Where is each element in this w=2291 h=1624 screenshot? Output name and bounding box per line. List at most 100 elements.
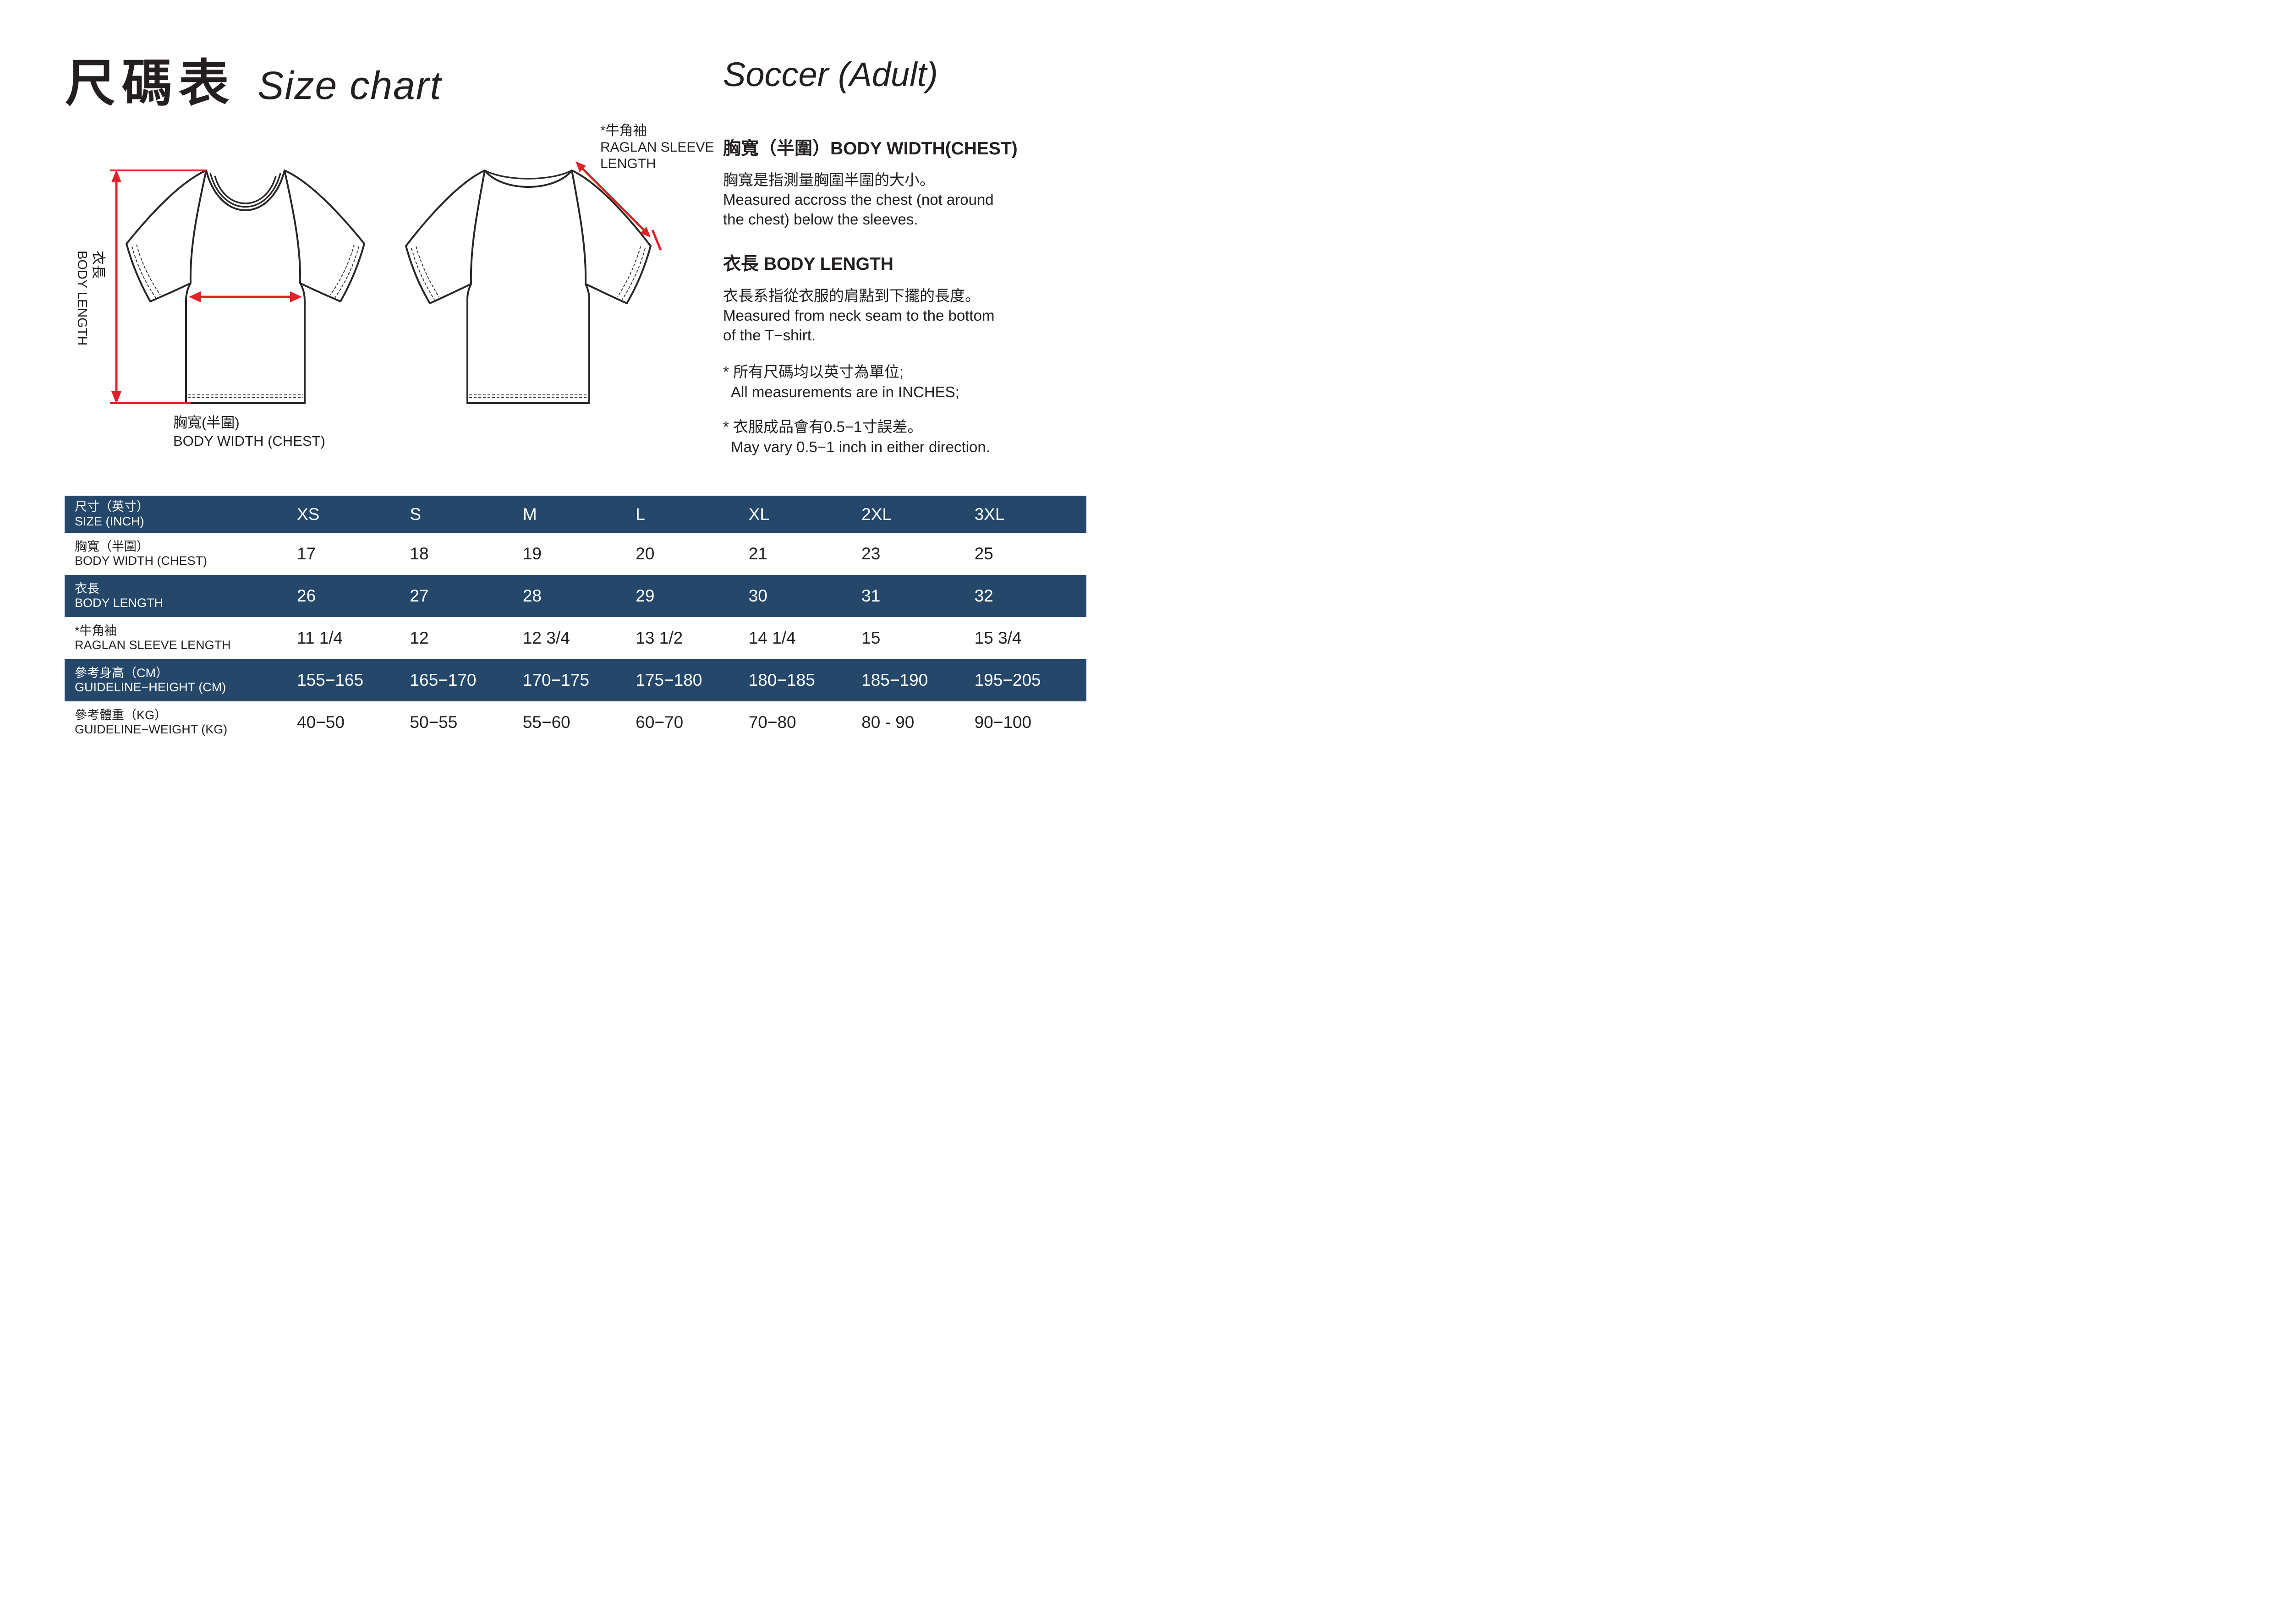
cell-value: 31: [861, 586, 881, 605]
back-stitch-lines: [411, 246, 646, 398]
header-label-zh: 尺寸（英寸）: [75, 500, 149, 514]
cell-value: 175−180: [636, 671, 702, 689]
cell-value: 12 3/4: [522, 629, 570, 647]
cell-value: 155−165: [297, 671, 364, 689]
back-raglan-seams: [470, 170, 587, 284]
size-table: 尺寸（英寸） SIZE (INCH) XS S M L XL 2XL 3XL 胸…: [65, 496, 1086, 744]
row-label-en: RAGLAN SLEEVE LENGTH: [75, 638, 231, 652]
cell-value: 21: [748, 544, 767, 563]
cell-value: 20: [636, 544, 655, 563]
cell-value: 12: [410, 629, 429, 647]
header-label: 尺寸（英寸） SIZE (INCH): [65, 500, 296, 528]
cell-value: 11 1/4: [297, 629, 343, 647]
row-label-en: GUIDELINE−WEIGHT (KG): [75, 722, 228, 736]
body-length-desc-en2: of the T−shirt.: [723, 326, 816, 344]
front-shirt-diagram: [110, 170, 365, 404]
note-variance-en: May vary 0.5−1 inch in either direction.: [731, 438, 990, 455]
section-heading-body-width: 胸寬（半圍）BODY WIDTH(CHEST): [723, 139, 1018, 159]
chest-width-label: 胸寬(半圍) BODY WIDTH (CHEST): [173, 414, 325, 451]
note-variance: * 衣服成品會有0.5−1寸誤差。 May vary 0.5−1 inch in…: [723, 417, 1150, 457]
raglan-sleeve-label: *牛角袖 RAGLAN SLEEVE LENGTH: [600, 123, 714, 172]
note-inches-en: All measurements are in INCHES;: [731, 383, 959, 400]
section-heading-body-length: 衣長 BODY LENGTH: [723, 254, 893, 274]
size-col-m: M: [522, 504, 537, 524]
row-label-zh: 參考體重（KG）: [75, 708, 167, 722]
chest-width-arrow: [189, 291, 302, 302]
cell-value: 15: [861, 629, 881, 647]
cell-value: 170−175: [522, 671, 589, 689]
table-row-guideline-weight: 參考體重（KG） GUIDELINE−WEIGHT (KG) 40−50 50−…: [65, 701, 1086, 744]
body-length-label-zh: 衣長: [90, 251, 106, 279]
body-length-label-en: BODY LENGTH: [74, 251, 89, 346]
front-shirt-outline: [126, 170, 365, 404]
row-label: 衣長 BODY LENGTH: [65, 582, 296, 610]
cell-value: 28: [522, 586, 542, 605]
size-chart-page: 尺碼表 Size chart Soccer (Adult): [0, 0, 1150, 812]
table-row-raglan-sleeve: *牛角袖 RAGLAN SLEEVE LENGTH 11 1/4 12 12 3…: [65, 617, 1086, 659]
row-label-zh: 胸寬（半圍）: [75, 539, 149, 553]
chest-width-label-zh: 胸寬(半圍): [173, 415, 240, 431]
section-text-body-width: 胸寬是指測量胸圍半圍的大小。 Measured accross the ches…: [723, 170, 1150, 230]
row-label-zh: 衣長: [75, 581, 99, 596]
cell-value: 26: [297, 586, 316, 605]
row-label-zh: *牛角袖: [75, 623, 117, 638]
cell-value: 29: [636, 586, 655, 605]
table-row-body-length: 衣長 BODY LENGTH 26 27 28 29 30 31 32: [65, 575, 1086, 617]
cell-value: 185−190: [861, 671, 928, 689]
raglan-label-en2: LENGTH: [600, 156, 656, 171]
cell-value: 27: [410, 586, 429, 605]
row-label-en: BODY WIDTH (CHEST): [75, 554, 207, 568]
cell-value: 25: [974, 544, 993, 563]
cell-value: 60−70: [636, 713, 684, 732]
size-col-2xl: 2XL: [861, 504, 892, 524]
section-text-body-length: 衣長系指從衣服的肩點到下擺的長度。 Measured from neck sea…: [723, 286, 1150, 345]
cell-value: 32: [974, 586, 993, 605]
cell-value: 80 - 90: [861, 713, 915, 732]
note-variance-zh: * 衣服成品會有0.5−1寸誤差。: [723, 418, 923, 435]
back-shirt-diagram: [405, 161, 662, 404]
page-title-en: Size chart: [258, 64, 442, 108]
cell-value: 180−185: [748, 671, 815, 689]
body-width-desc-zh: 胸寬是指測量胸圍半圍的大小。: [723, 171, 935, 188]
body-length-arrow: [110, 170, 206, 404]
cell-value: 55−60: [522, 713, 570, 732]
row-label-en: BODY LENGTH: [75, 596, 164, 610]
row-label: 參考體重（KG） GUIDELINE−WEIGHT (KG): [65, 708, 296, 737]
body-width-desc-en2: the chest) below the sleeves.: [723, 210, 918, 228]
cell-value: 195−205: [974, 671, 1041, 689]
cell-value: 70−80: [748, 713, 796, 732]
note-inches-zh: * 所有尺碼均以英寸為單位;: [723, 363, 904, 380]
table-header-row: 尺寸（英寸） SIZE (INCH) XS S M L XL 2XL 3XL: [65, 496, 1086, 533]
raglan-label-zh: *牛角袖: [600, 123, 647, 138]
row-label-zh: 參考身高（CM）: [75, 666, 168, 680]
cell-value: 30: [748, 586, 767, 605]
body-length-desc-en1: Measured from neck seam to the bottom: [723, 306, 995, 324]
cell-value: 18: [410, 544, 429, 563]
row-label: 參考身高（CM） GUIDELINE−HEIGHT (CM): [65, 666, 296, 694]
cell-value: 15 3/4: [974, 629, 1022, 647]
table-row-guideline-height: 參考身高（CM） GUIDELINE−HEIGHT (CM) 155−165 1…: [65, 659, 1086, 701]
cell-value: 19: [522, 544, 542, 563]
chest-width-label-en: BODY WIDTH (CHEST): [173, 433, 325, 449]
size-col-s: S: [410, 504, 422, 524]
cell-value: 50−55: [410, 713, 458, 732]
front-stitch-lines: [132, 244, 359, 398]
raglan-label-en1: RAGLAN SLEEVE: [600, 140, 714, 155]
row-label: 胸寬（半圍） BODY WIDTH (CHEST): [65, 540, 296, 568]
note-inches: * 所有尺碼均以英寸為單位; All measurements are in I…: [723, 362, 1150, 402]
cell-value: 40−50: [297, 713, 345, 732]
raglan-sleeve-arrow: [575, 161, 662, 251]
body-length-label: 衣長 BODY LENGTH: [73, 251, 107, 370]
front-raglan-seams: [189, 170, 301, 284]
cell-value: 165−170: [410, 671, 477, 689]
cell-value: 13 1/2: [636, 629, 683, 647]
cell-value: 90−100: [974, 713, 1032, 732]
cell-value: 23: [861, 544, 881, 563]
header-label-en: SIZE (INCH): [75, 514, 144, 528]
size-col-l: L: [636, 504, 645, 524]
back-shirt-outline: [405, 170, 652, 404]
body-width-desc-en1: Measured accross the chest (not around: [723, 191, 994, 208]
page-title-zh: 尺碼表: [65, 55, 236, 112]
row-label: *牛角袖 RAGLAN SLEEVE LENGTH: [65, 624, 296, 652]
row-label-en: GUIDELINE−HEIGHT (CM): [75, 680, 226, 694]
